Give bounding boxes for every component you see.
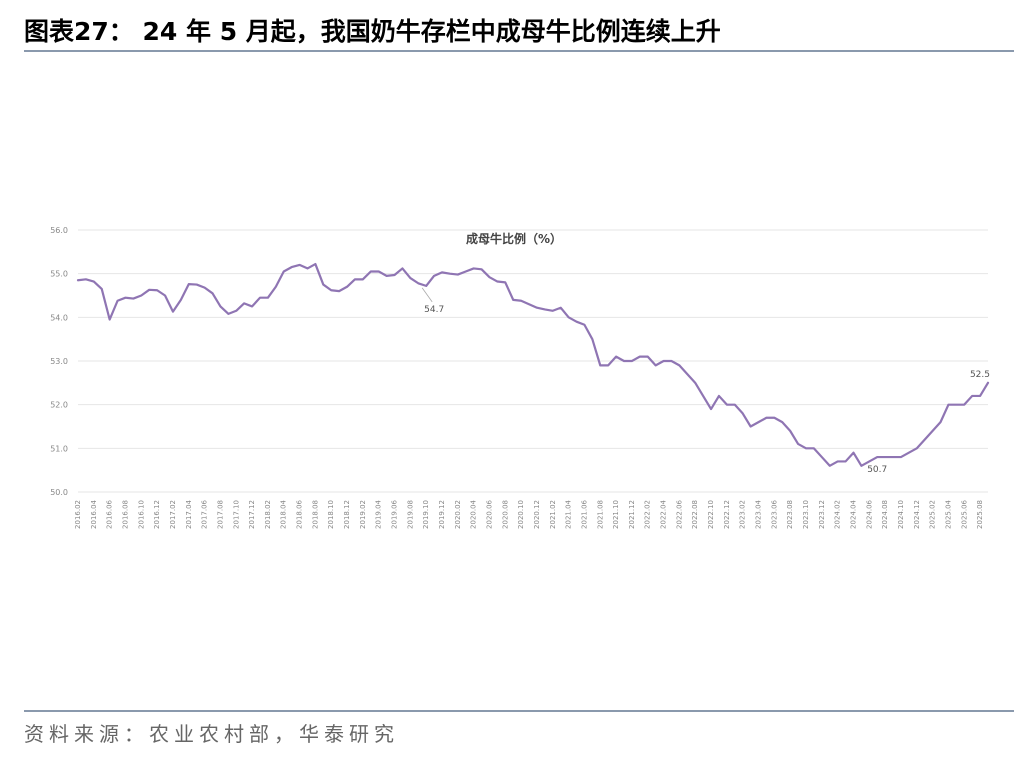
x-tick-label: 2022.10	[707, 500, 715, 529]
x-tick-label: 2024.08	[881, 500, 889, 529]
x-tick-label: 2024.12	[913, 500, 921, 529]
line-chart: 50.051.052.053.054.055.056.0 2016.02 2016…	[50, 226, 990, 529]
x-tick-label: 2023.10	[802, 500, 810, 529]
x-tick-label: 2021.04	[565, 499, 573, 528]
x-tick-label: 2021.12	[628, 500, 636, 529]
x-tick-label: 2017.10	[232, 500, 240, 529]
x-tick-label: 2017.06	[201, 499, 209, 528]
x-tick-label: 2024.02	[834, 500, 842, 529]
x-tick-label: 2024.10	[897, 500, 905, 529]
data-label: 52.5	[970, 370, 990, 380]
x-tick-label: 2021.10	[612, 500, 620, 529]
x-tick-label: 2019.06	[391, 499, 399, 528]
y-tick-label: 52.0	[50, 401, 68, 410]
x-tick-label: 2018.04	[280, 499, 288, 528]
source-note: 资料来源：农业农村部，华泰研究	[24, 722, 399, 746]
x-tick-label: 2022.04	[660, 499, 668, 528]
data-label: 54.7	[424, 305, 444, 315]
x-tick-label: 2022.12	[723, 500, 731, 529]
x-tick-label: 2018.02	[264, 500, 272, 529]
x-tick-label: 2025.02	[929, 500, 937, 529]
x-tick-label: 2016.06	[106, 499, 114, 528]
x-tick-label: 2018.12	[343, 500, 351, 529]
series-line-mature-cow-ratio	[76, 262, 990, 467]
x-tick-label: 2019.10	[422, 500, 430, 529]
x-tick-label: 2021.06	[580, 499, 588, 528]
x-tick-label: 2024.04	[849, 499, 857, 528]
x-tick-label: 2016.08	[121, 500, 129, 529]
x-tick-label: 2022.06	[675, 499, 683, 528]
x-tick-label: 2020.08	[501, 500, 509, 529]
x-tick-label: 2016.12	[153, 500, 161, 529]
x-tick-label: 2019.08	[406, 500, 414, 529]
x-tick-label: 2018.08	[311, 500, 319, 529]
x-tick-label: 2023.08	[786, 500, 794, 529]
page-title: 图表27： 24 年 5 月起，我国奶牛存栏中成母牛比例连续上升	[24, 17, 721, 46]
x-tick-label: 2025.08	[976, 500, 984, 529]
y-axis-ticks: 50.0 51.0 52.0 53.0 54.0 55.0 56.0	[50, 226, 68, 497]
label-leader-line	[421, 287, 433, 303]
title-divider	[24, 50, 1014, 52]
x-tick-label: 2016.02	[74, 500, 82, 529]
footer-divider	[24, 710, 1014, 712]
x-tick-label: 2016.10	[137, 500, 145, 529]
data-labels: 54.7 50.7 52.5	[421, 287, 990, 475]
x-tick-label: 2019.12	[438, 500, 446, 529]
y-tick-label: 53.0	[50, 357, 68, 366]
y-tick-label: 51.0	[50, 444, 68, 453]
y-tick-label: 56.0	[50, 226, 68, 235]
x-tick-label: 2025.06	[960, 499, 968, 528]
x-tick-label: 2018.10	[327, 500, 335, 529]
x-tick-label: 2020.10	[517, 500, 525, 529]
x-tick-label: 2024.06	[865, 499, 873, 528]
x-tick-label: 2017.02	[169, 500, 177, 529]
y-tick-label: 55.0	[50, 270, 68, 279]
x-tick-label: 2016.04	[90, 499, 98, 528]
x-tick-label: 2023.04	[755, 499, 763, 528]
x-tick-label: 2020.02	[454, 500, 462, 529]
x-tick-label: 2017.04	[185, 499, 193, 528]
x-tick-label: 2021.02	[549, 500, 557, 529]
chart-title: 成母牛比例（%）	[466, 231, 562, 246]
x-tick-label: 2022.08	[691, 500, 699, 529]
x-tick-label: 2017.08	[216, 500, 224, 529]
y-tick-label: 50.0	[50, 488, 68, 497]
x-tick-label: 2025.04	[944, 499, 952, 528]
x-tick-label: 2019.02	[359, 500, 367, 529]
x-tick-label: 2023.12	[818, 500, 826, 529]
x-tick-label: 2022.02	[644, 500, 652, 529]
x-tick-label: 2023.02	[739, 500, 747, 529]
data-label: 50.7	[867, 465, 887, 475]
x-tick-label: 2018.06	[296, 499, 304, 528]
x-tick-label: 2017.12	[248, 500, 256, 529]
x-tick-label: 2021.08	[596, 500, 604, 529]
x-tick-label: 2020.06	[485, 499, 493, 528]
y-tick-label: 54.0	[50, 313, 68, 322]
x-tick-label: 2019.04	[375, 499, 383, 528]
x-tick-label: 2020.04	[470, 499, 478, 528]
series	[76, 262, 990, 467]
x-tick-label: 2023.06	[770, 499, 778, 528]
gridlines	[78, 229, 988, 493]
x-axis-ticks: 2016.02 2016.04 2016.06 2016.08 2016.10 2016.…	[74, 499, 984, 528]
x-tick-label: 2020.12	[533, 500, 541, 529]
